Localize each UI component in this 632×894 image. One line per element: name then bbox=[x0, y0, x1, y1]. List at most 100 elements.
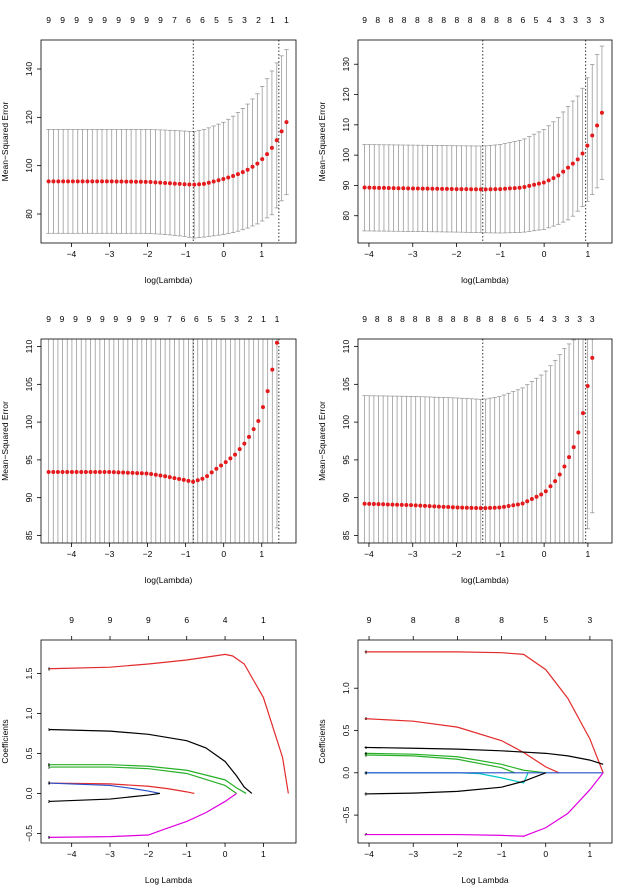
coefficient-paths bbox=[364, 651, 604, 837]
mse-point bbox=[129, 179, 134, 184]
mse-point bbox=[541, 180, 546, 185]
mse-point bbox=[539, 492, 544, 497]
path-label: 4 bbox=[365, 770, 368, 775]
y-tick-label: 100 bbox=[24, 158, 34, 172]
coefficient-path bbox=[48, 764, 247, 794]
mse-point bbox=[562, 464, 567, 469]
top-axis-label: 4 bbox=[547, 15, 552, 25]
top-axis-label: 8 bbox=[501, 314, 506, 324]
mse-point bbox=[181, 477, 186, 482]
top-axis-label: 8 bbox=[451, 314, 456, 324]
y-tick-label: 0.0 bbox=[341, 767, 351, 779]
mse-point bbox=[46, 179, 51, 184]
mse-point bbox=[371, 502, 376, 507]
coefficient-path bbox=[364, 754, 516, 774]
mse-point bbox=[459, 187, 464, 192]
mse-point bbox=[488, 505, 493, 510]
mse-point bbox=[372, 185, 377, 190]
top-axis-label: 8 bbox=[507, 15, 512, 25]
mse-point bbox=[506, 504, 511, 509]
mse-point bbox=[265, 152, 270, 157]
mse-point bbox=[435, 186, 440, 191]
top-axis-label: 3 bbox=[588, 615, 593, 625]
top-axis-label: 2 bbox=[256, 15, 261, 25]
y-tick-label: 0.5 bbox=[341, 724, 351, 736]
top-axis-label: 8 bbox=[468, 15, 473, 25]
mse-point bbox=[74, 469, 79, 474]
mse-point bbox=[444, 186, 449, 191]
panel-2: 9 8 8 8 8 8 8 8 8 8 8 8 6 5 4 3 3 3 3−4 −3 −2 −1 0 180901001101… bbox=[317, 15, 613, 285]
top-axis-label: 9 bbox=[146, 615, 151, 625]
mse-point bbox=[80, 179, 85, 184]
mse-point bbox=[60, 469, 65, 474]
x-tick-label: −3 bbox=[408, 249, 418, 259]
top-axis-label: 9 bbox=[154, 314, 159, 324]
mse-point bbox=[401, 186, 406, 191]
mse-point bbox=[595, 123, 600, 128]
coefficient-path bbox=[364, 772, 546, 795]
y-tick-label: 100 bbox=[341, 415, 351, 429]
y-axis: −0.5 0.0 0.5 1.0 bbox=[341, 682, 358, 823]
x-tick-label: 1 bbox=[259, 549, 264, 559]
x-axis-title: Log Lambda bbox=[145, 875, 193, 885]
mse-point bbox=[498, 187, 503, 192]
mse-point bbox=[228, 456, 233, 461]
mse-point bbox=[95, 179, 100, 184]
mse-point bbox=[464, 505, 469, 510]
top-axis-label: 9 bbox=[140, 314, 145, 324]
top-axis-label: 4 bbox=[539, 314, 544, 324]
top-axis-label: 9 bbox=[69, 615, 74, 625]
x-tick-label: −2 bbox=[143, 549, 153, 559]
mse-point bbox=[367, 501, 372, 506]
mse-point bbox=[279, 129, 284, 134]
mse-point bbox=[70, 179, 75, 184]
mse-point bbox=[520, 501, 525, 506]
x-tick-label: 1 bbox=[588, 849, 593, 859]
mse-point bbox=[512, 186, 517, 191]
x-tick-label: −4 bbox=[364, 549, 374, 559]
x-tick-label: −2 bbox=[453, 849, 463, 859]
top-axis-label: 1 bbox=[275, 314, 280, 324]
mse-point bbox=[599, 110, 604, 115]
x-tick-label: 1 bbox=[586, 249, 591, 259]
path-label: 6 bbox=[365, 751, 368, 756]
mse-point bbox=[492, 505, 497, 510]
plot-frame bbox=[40, 39, 297, 244]
mse-point bbox=[97, 469, 102, 474]
mse-point bbox=[172, 476, 177, 481]
x-tick-label: −2 bbox=[143, 249, 153, 259]
y-tick-label: 100 bbox=[24, 415, 34, 429]
path-label: 8 bbox=[365, 649, 368, 654]
mse-point bbox=[590, 355, 595, 360]
path-label: 7 bbox=[365, 832, 368, 837]
top-axis-label: 3 bbox=[565, 314, 570, 324]
mse-point bbox=[221, 177, 226, 182]
y-axis-title: Coefficients bbox=[0, 719, 10, 763]
mse-point bbox=[274, 138, 279, 143]
mse-point bbox=[104, 179, 109, 184]
y-tick-label: 95 bbox=[341, 455, 351, 465]
x-tick-label: −3 bbox=[105, 849, 115, 859]
path-label: 8 bbox=[48, 666, 51, 671]
top-axis-label: 9 bbox=[100, 314, 105, 324]
y-tick-label: 120 bbox=[24, 110, 34, 124]
mse-points bbox=[362, 110, 604, 192]
plot-frame bbox=[40, 338, 297, 544]
mse-point bbox=[570, 161, 575, 166]
top-axis-label: 4 bbox=[223, 615, 228, 625]
top-axis-label: 6 bbox=[200, 15, 205, 25]
mse-point bbox=[269, 145, 274, 150]
mse-point bbox=[432, 504, 437, 509]
x-tick-label: −3 bbox=[105, 249, 115, 259]
mse-point bbox=[149, 472, 154, 477]
mse-point bbox=[455, 505, 460, 510]
mse-point bbox=[536, 181, 541, 186]
top-axis-label: 9 bbox=[88, 15, 93, 25]
mse-point bbox=[396, 186, 401, 191]
x-axis: −4 −3 −2 −1 0 1 bbox=[67, 843, 266, 859]
mse-point bbox=[556, 173, 561, 178]
mse-point bbox=[75, 179, 80, 184]
mse-point bbox=[551, 176, 556, 181]
